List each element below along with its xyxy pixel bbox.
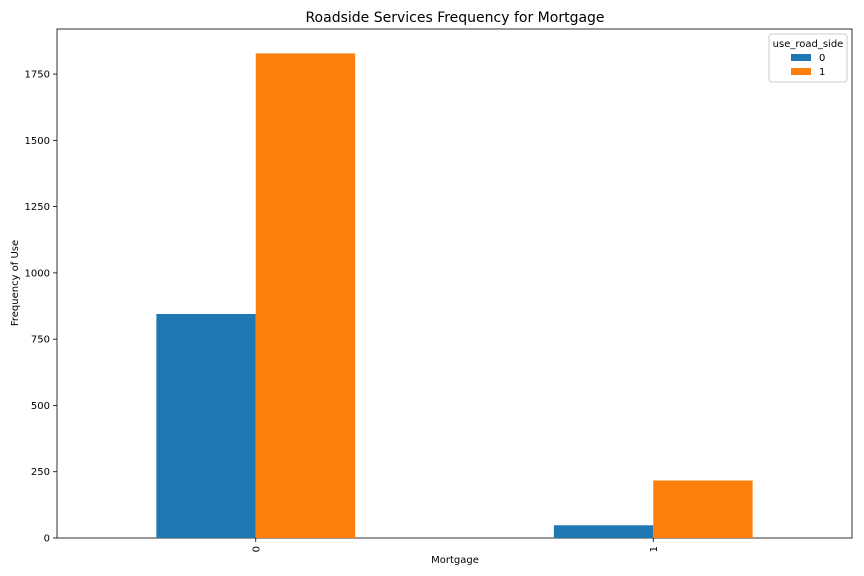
legend-label-1: 1 [819,67,825,78]
bars-group [156,53,753,538]
legend-title: use_road_side [773,39,844,50]
legend-label-0: 0 [819,53,825,64]
y-tick-label: 1250 [25,202,50,213]
bar-mortgage-1-use-1 [653,480,753,538]
y-tick-label: 1750 [25,70,50,81]
y-tick-label: 250 [31,467,50,478]
y-tick-label: 750 [31,335,50,346]
bar-mortgage-0-use-1 [255,53,356,538]
x-tick-label: 0 [251,546,262,552]
plot-area [56,28,853,539]
y-tick-label: 1500 [25,136,50,147]
y-tick-label: 500 [31,401,50,412]
plot-frame [56,28,853,539]
legend-swatch-0 [791,54,811,61]
chart-title: Roadside Services Frequency for Mortgage [305,10,604,26]
y-axis-label: Frequency of Use [10,240,21,326]
x-axis-label: Mortgage [431,555,479,566]
legend: use_road_side 0 1 [768,33,848,83]
bar-mortgage-0-use-0 [156,313,256,538]
y-tick-label: 0 [44,534,50,545]
legend-swatch-1 [791,68,811,75]
y-tick-label: 1000 [25,268,50,279]
bar-mortgage-1-use-0 [553,525,654,538]
y-axis: 0 250 500 750 1000 1250 1500 1750 [25,70,57,545]
x-tick-label: 1 [649,546,660,552]
